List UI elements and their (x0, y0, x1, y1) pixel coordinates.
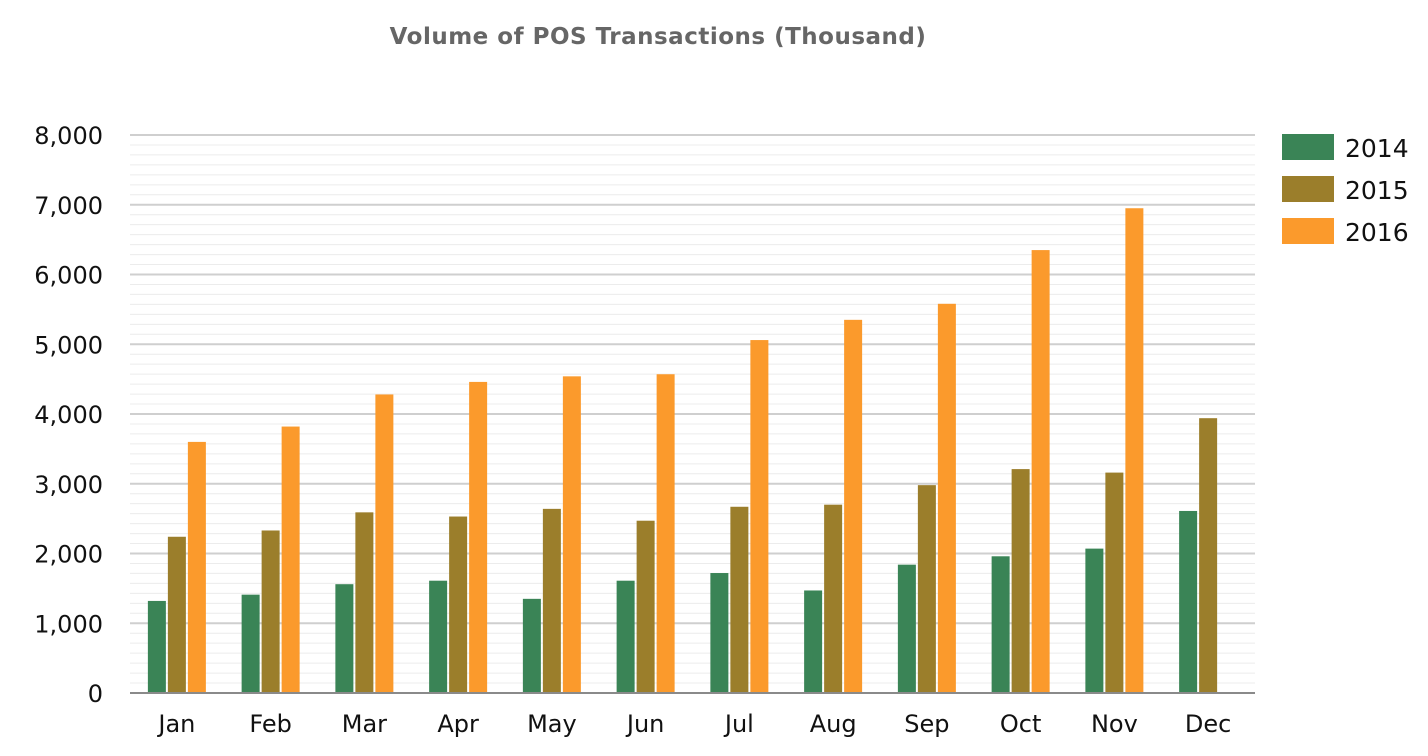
bar-2014-mar (335, 584, 354, 693)
x-tick-label-feb: Feb (249, 710, 292, 738)
bar-2014-aug (804, 590, 823, 693)
bar-2014-dec (1179, 510, 1198, 693)
gridlines (130, 134, 1255, 684)
legend-label-2014: 2014 (1345, 134, 1409, 163)
bars (147, 208, 1218, 694)
bar-2016-may (562, 376, 581, 693)
x-tick-label-sep: Sep (904, 710, 949, 738)
bar-2014-jun (616, 580, 635, 693)
bar-2015-aug (824, 504, 843, 693)
y-tick-label: 5,000 (34, 331, 103, 359)
x-tick-label-may: May (527, 710, 577, 738)
bar-2015-jul (730, 506, 749, 693)
bar-2015-jan (167, 536, 186, 693)
x-tick-label-jan: Jan (156, 710, 195, 738)
bar-2015-jun (636, 520, 655, 693)
bar-2014-oct (991, 556, 1010, 693)
legend: 2014 2015 2016 (1282, 134, 1409, 247)
bar-2016-mar (375, 394, 394, 693)
bar-2015-oct (1011, 469, 1030, 693)
legend-swatch-2015 (1282, 176, 1334, 202)
bar-2014-nov (1085, 548, 1104, 693)
legend-swatch-2016 (1282, 218, 1334, 244)
chart-title: Volume of POS Transactions (Thousand) (390, 24, 927, 50)
x-tick-label-apr: Apr (437, 710, 479, 738)
bar-2016-nov (1125, 208, 1144, 694)
bar-2014-jul (710, 573, 729, 693)
x-tick-label-nov: Nov (1091, 710, 1138, 738)
bar-2016-jan (187, 441, 206, 693)
bar-2014-jan (147, 600, 166, 693)
legend-label-2016: 2016 (1345, 218, 1409, 247)
bar-2015-apr (449, 516, 468, 693)
y-tick-label: 4,000 (34, 401, 103, 429)
bar-2014-apr (429, 580, 448, 693)
x-tick-label-oct: Oct (1000, 710, 1042, 738)
bar-2015-may (542, 508, 561, 693)
x-tick-label-jul: Jul (723, 710, 754, 738)
bar-2016-sep (937, 303, 956, 693)
bar-2016-jun (656, 374, 675, 693)
bar-2015-sep (917, 485, 936, 693)
x-tick-label-aug: Aug (810, 710, 857, 738)
legend-swatch-2014 (1282, 134, 1334, 160)
x-tick-label-jun: Jun (625, 710, 665, 738)
bar-2015-dec (1199, 418, 1218, 693)
bar-2014-sep (897, 564, 916, 693)
bar-2016-jul (750, 340, 769, 693)
legend-label-2015: 2015 (1345, 176, 1409, 205)
x-axis: Jan Feb Mar Apr May Jun Jul Aug Sep Oct Nov Dec (156, 710, 1231, 738)
bar-2016-apr (469, 381, 488, 693)
bar-2016-aug (844, 319, 863, 693)
bar-2014-feb (241, 594, 260, 693)
y-tick-label: 3,000 (34, 471, 103, 499)
bar-2014-may (522, 598, 541, 693)
y-axis: 0 1,000 2,000 3,000 4,000 5,000 6,000 7,000 8,00… (34, 122, 103, 708)
bar-2015-mar (355, 512, 374, 693)
y-tick-label: 1,000 (34, 610, 103, 638)
x-tick-label-mar: Mar (342, 710, 387, 738)
bar-2015-nov (1105, 472, 1124, 693)
x-tick-label-dec: Dec (1185, 710, 1231, 738)
y-tick-label: 0 (88, 680, 103, 708)
bar-2016-oct (1031, 250, 1050, 693)
y-tick-label: 2,000 (34, 541, 103, 569)
y-tick-label: 8,000 (34, 122, 103, 150)
y-tick-label: 6,000 (34, 262, 103, 290)
y-tick-label: 7,000 (34, 192, 103, 220)
bar-2016-feb (281, 426, 300, 693)
bar-2015-feb (261, 530, 280, 693)
